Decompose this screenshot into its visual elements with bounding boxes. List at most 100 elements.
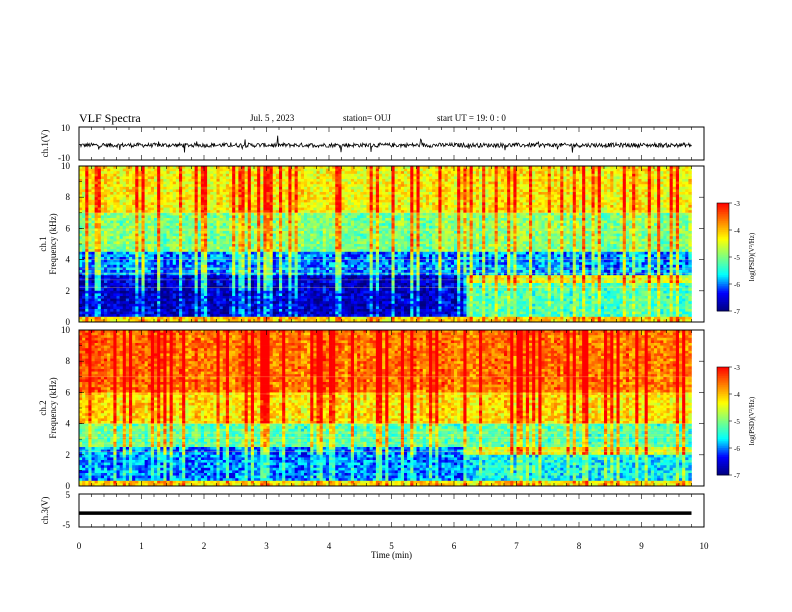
spectrogram-cell	[320, 278, 323, 281]
spectrogram-cell	[232, 306, 235, 309]
spectrogram-cell	[329, 223, 332, 226]
spectrogram-cell	[285, 299, 288, 302]
spectrogram-cell	[298, 241, 301, 244]
spectrogram-cell	[210, 280, 213, 283]
spectrogram-cell	[263, 236, 266, 239]
spectrogram-cell	[163, 187, 166, 190]
spectrogram-cell	[282, 273, 285, 276]
spectrogram-cell	[110, 247, 113, 250]
spectrogram-cell	[123, 301, 126, 304]
spectrogram-cell	[251, 262, 254, 265]
spectrogram-cell	[148, 192, 151, 195]
spectrogram-cell	[260, 176, 263, 179]
spectrogram-cell	[260, 296, 263, 299]
spectrogram-cell	[238, 218, 241, 221]
spectrogram-cell	[117, 273, 120, 276]
spectrogram-cell	[270, 278, 273, 281]
spectrogram-cell	[85, 265, 88, 268]
spectrogram-cell	[313, 314, 316, 317]
spectrogram-cell	[307, 195, 310, 198]
spectrogram-cell	[285, 273, 288, 276]
spectrogram-cell	[138, 218, 141, 221]
spectrogram-cell	[248, 176, 251, 179]
spectrogram-cell	[270, 218, 273, 221]
spectrogram-cell	[132, 205, 135, 208]
spectrogram-cell	[329, 249, 332, 252]
spectrogram-cell	[313, 169, 316, 172]
spectrogram-cell	[235, 221, 238, 224]
spectrogram-cell	[188, 231, 191, 234]
spectrogram-cell	[176, 265, 179, 268]
spectrogram-cell	[263, 291, 266, 294]
spectrogram-cell	[113, 239, 116, 242]
spectrogram-cell	[313, 226, 316, 229]
spectrogram-cell	[317, 236, 320, 239]
spectrogram-cell	[170, 236, 173, 239]
spectrogram-cell	[204, 260, 207, 263]
spectrogram-cell	[263, 301, 266, 304]
spectrogram-cell	[279, 218, 282, 221]
spectrogram-cell	[126, 254, 129, 257]
spectrogram-cell	[304, 176, 307, 179]
spectrogram-cell	[104, 275, 107, 278]
spectrogram-cell	[92, 226, 95, 229]
spectrogram-cell	[304, 265, 307, 268]
spectrogram-cell	[117, 223, 120, 226]
spectrogram-cell	[217, 223, 220, 226]
spectrogram-cell	[304, 286, 307, 289]
spectrogram-cell	[270, 169, 273, 172]
spectrogram-cell	[188, 314, 191, 317]
spectrogram-cell	[229, 249, 232, 252]
spectrogram-cell	[101, 182, 104, 185]
spectrogram-cell	[170, 221, 173, 224]
spectrogram-cell	[98, 171, 101, 174]
spectrogram-cell	[95, 288, 98, 291]
spectrogram-cell	[320, 270, 323, 273]
spectrogram-cell	[282, 278, 285, 281]
spectrogram-cell	[310, 265, 313, 268]
spectrogram-cell	[276, 247, 279, 250]
spectrogram-cell	[207, 171, 210, 174]
spectrogram-cell	[220, 239, 223, 242]
spectrogram-cell	[298, 262, 301, 265]
spectrogram-cell	[276, 249, 279, 252]
spectrogram-cell	[267, 296, 270, 299]
spectrogram-cell	[210, 252, 213, 255]
spectrogram-cell	[82, 249, 85, 252]
spectrogram-cell	[251, 184, 254, 187]
spectrogram-cell	[245, 218, 248, 221]
spectrogram-cell	[248, 174, 251, 177]
spectrogram-cell	[217, 182, 220, 185]
spectrogram-cell	[170, 299, 173, 302]
spectrogram-cell	[329, 200, 332, 203]
spectrogram-cell	[298, 254, 301, 257]
spectrogram-cell	[310, 221, 313, 224]
spectrogram-cell	[179, 314, 182, 317]
spectrogram-cell	[320, 244, 323, 247]
spectrogram-cell	[185, 221, 188, 224]
spectrogram-cell	[79, 275, 82, 278]
spectrogram-cell	[198, 205, 201, 208]
spectrogram-cell	[167, 171, 170, 174]
spectrogram-cell	[326, 296, 329, 299]
spectrogram-cell	[317, 278, 320, 281]
spectrogram-cell	[170, 247, 173, 250]
spectrogram-cell	[154, 169, 157, 172]
spectrogram-cell	[79, 182, 82, 185]
spectrogram-cell	[142, 202, 145, 205]
spectrogram-cell	[235, 314, 238, 317]
spectrogram-cell	[182, 202, 185, 205]
spectrogram-cell	[167, 184, 170, 187]
spectrogram-cell	[123, 223, 126, 226]
spectrogram-cell	[129, 195, 132, 198]
spectrogram-cell	[185, 286, 188, 289]
spectrogram-cell	[185, 171, 188, 174]
spectrogram-cell	[235, 202, 238, 205]
spectrogram-cell	[207, 280, 210, 283]
spectrogram-cell	[285, 286, 288, 289]
spectrogram-cell	[229, 265, 232, 268]
spectrogram-cell	[210, 187, 213, 190]
spectrogram-cell	[210, 247, 213, 250]
spectrogram-cell	[173, 169, 176, 172]
spectrogram-cell	[201, 218, 204, 221]
